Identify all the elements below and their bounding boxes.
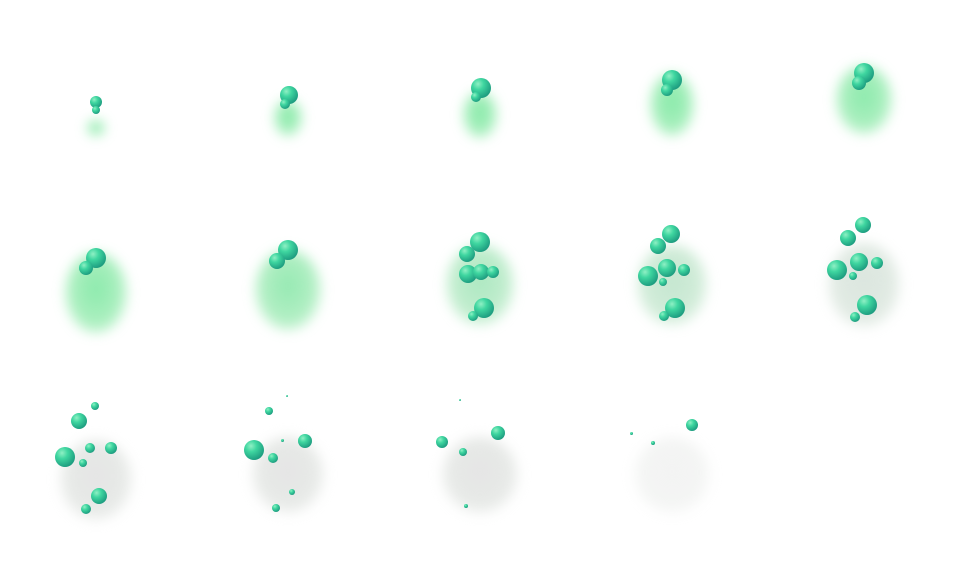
smoke-cloud bbox=[87, 120, 105, 136]
bubble bbox=[840, 230, 856, 246]
bubble bbox=[81, 504, 91, 514]
bubble bbox=[827, 260, 847, 280]
bubble bbox=[90, 96, 102, 108]
bubble bbox=[638, 266, 658, 286]
sprite-frame-11 bbox=[0, 370, 192, 550]
bubble bbox=[459, 265, 477, 283]
bubble bbox=[436, 436, 448, 448]
bubble bbox=[272, 504, 280, 512]
bubble bbox=[105, 442, 117, 454]
bubble bbox=[855, 217, 871, 233]
sprite-frame-13 bbox=[384, 370, 576, 550]
sprite-frame-14 bbox=[576, 370, 768, 550]
sprite-frame-9 bbox=[576, 190, 768, 370]
sprite-frame-12 bbox=[192, 370, 384, 550]
bubble bbox=[244, 440, 264, 460]
bubble bbox=[91, 402, 99, 410]
bubble bbox=[850, 253, 868, 271]
bubble bbox=[665, 298, 685, 318]
bubble bbox=[286, 395, 288, 397]
bubble bbox=[265, 407, 273, 415]
bubble bbox=[850, 312, 860, 322]
bubble bbox=[464, 504, 468, 508]
bubble bbox=[79, 459, 87, 467]
smoke-cloud bbox=[442, 437, 518, 513]
bubble bbox=[468, 311, 478, 321]
bubble bbox=[459, 399, 461, 401]
bubble bbox=[470, 232, 490, 252]
bubble bbox=[92, 106, 100, 114]
sprite-frame-10 bbox=[768, 190, 960, 370]
bubble bbox=[79, 261, 93, 275]
bubble bbox=[85, 443, 95, 453]
bubble bbox=[91, 488, 107, 504]
sprite-frame-7 bbox=[192, 190, 384, 370]
bubble bbox=[269, 253, 285, 269]
bubble bbox=[289, 489, 295, 495]
sprite-frame-2 bbox=[192, 10, 384, 190]
bubble bbox=[471, 92, 481, 102]
bubble bbox=[268, 453, 278, 463]
bubble bbox=[487, 266, 499, 278]
bubble bbox=[629, 431, 633, 435]
sprite-frame-1 bbox=[0, 10, 192, 190]
bubble bbox=[474, 298, 494, 318]
sprite-frame-4 bbox=[576, 10, 768, 190]
bubble bbox=[55, 447, 75, 467]
bubble bbox=[659, 278, 667, 286]
bubble bbox=[280, 99, 290, 109]
bubble bbox=[659, 311, 669, 321]
bubble bbox=[280, 438, 284, 442]
sprite-frame-3 bbox=[384, 10, 576, 190]
sprite-frame-5 bbox=[768, 10, 960, 190]
bubble bbox=[658, 259, 676, 277]
bubble bbox=[473, 264, 489, 280]
smoke-cloud bbox=[252, 437, 324, 513]
bubble bbox=[650, 238, 666, 254]
bubble bbox=[71, 413, 87, 429]
bubble bbox=[459, 246, 475, 262]
bubble bbox=[662, 225, 680, 243]
bubble bbox=[661, 84, 673, 96]
smoke-cloud bbox=[634, 437, 710, 513]
bubble bbox=[459, 448, 467, 456]
sprite-frame-8 bbox=[384, 190, 576, 370]
bubble bbox=[651, 441, 655, 445]
bubble bbox=[849, 272, 857, 280]
bubble bbox=[857, 295, 877, 315]
bubble bbox=[852, 76, 866, 90]
bubble bbox=[678, 264, 690, 276]
sprite-frame-6 bbox=[0, 190, 192, 370]
bubble bbox=[491, 426, 505, 440]
bubble bbox=[871, 257, 883, 269]
bubble bbox=[298, 434, 312, 448]
bubble bbox=[686, 419, 698, 431]
smoke-cloud bbox=[255, 250, 321, 330]
